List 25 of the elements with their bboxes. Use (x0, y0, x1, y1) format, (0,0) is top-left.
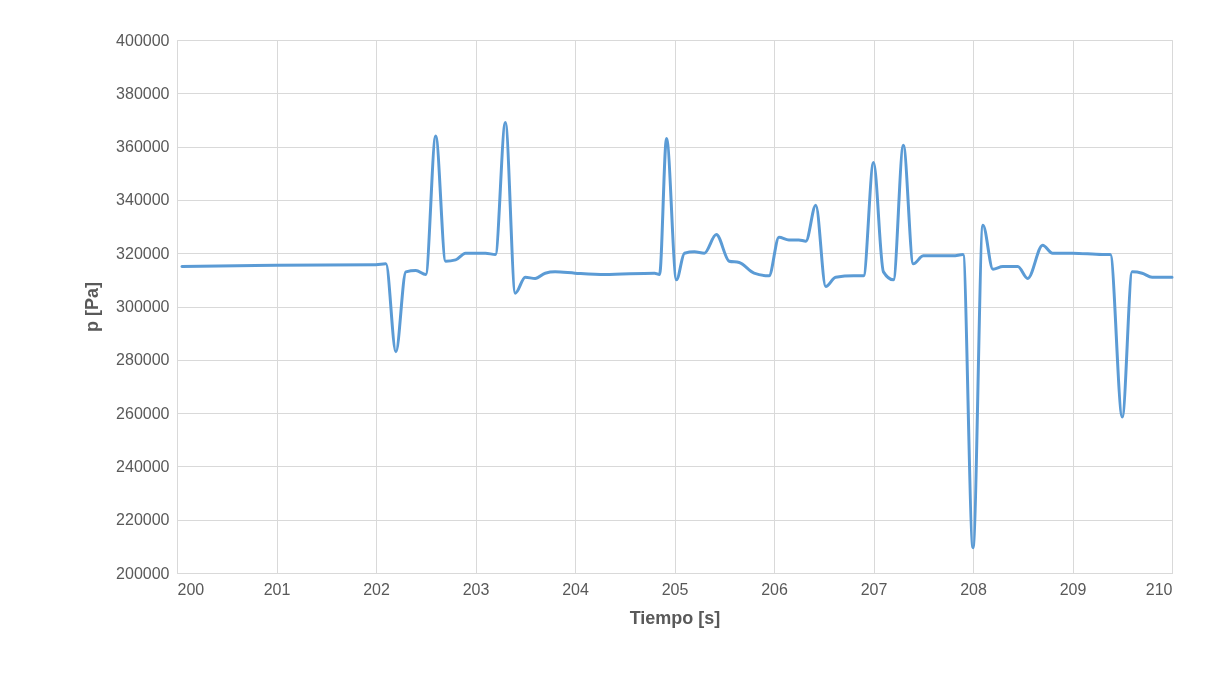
x-tick-label: 202 (363, 580, 390, 598)
x-tick-label: 206 (761, 580, 788, 598)
y-tick-label: 260000 (116, 404, 170, 422)
y-tick-label: 280000 (116, 351, 170, 369)
y-tick-label: 240000 (116, 457, 170, 475)
y-tick-label: 380000 (116, 84, 170, 102)
x-tick-label: 210 (1145, 580, 1173, 598)
line-series (180, 121, 1174, 550)
x-tick-label: 209 (1059, 580, 1087, 598)
x-tick-label: 207 (860, 580, 888, 598)
x-tick-label: 203 (462, 580, 490, 598)
y-tick-label: 300000 (116, 298, 170, 315)
y-tick-label: 200000 (116, 564, 170, 582)
x-tick-label: 201 (263, 580, 291, 598)
y-tick-label: 340000 (116, 191, 170, 209)
y-tick-label: 400000 (116, 31, 170, 49)
x-axis-title: Tiempo [s] (629, 607, 721, 628)
x-tick-label: 200 (177, 580, 205, 598)
x-tick-label: 204 (562, 580, 589, 598)
y-axis-title: p [Pa] (82, 281, 103, 333)
y-tick-label: 220000 (116, 511, 170, 529)
x-tick-label: 205 (661, 580, 689, 598)
x-tick-label: 208 (960, 580, 987, 598)
y-tick-label: 360000 (116, 138, 170, 156)
y-tick-label: 320000 (116, 244, 170, 262)
